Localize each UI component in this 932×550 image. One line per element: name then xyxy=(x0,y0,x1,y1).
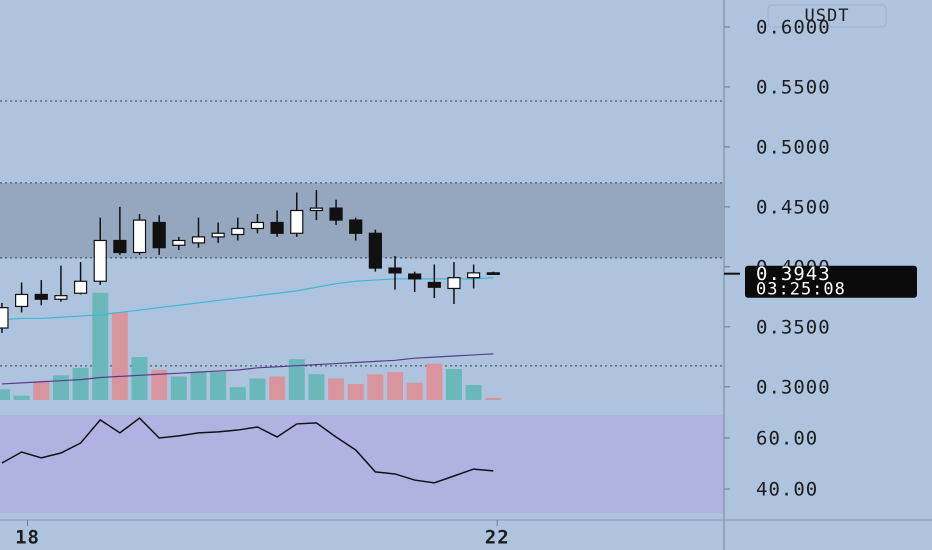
volume-bar xyxy=(426,363,443,400)
currency-label: USDT xyxy=(805,6,850,26)
volume-bar xyxy=(288,359,305,400)
countdown-label: 03:25:08 xyxy=(756,280,846,300)
volume-bar xyxy=(465,384,482,400)
volume-bar xyxy=(72,367,89,400)
price-pane xyxy=(0,190,502,400)
candle-body xyxy=(250,221,265,230)
candle-body xyxy=(0,307,9,329)
y-tick-label: 0.6000 xyxy=(756,16,831,38)
volume-bar xyxy=(249,378,266,400)
candle-body xyxy=(467,272,481,279)
candle-body xyxy=(73,280,88,294)
volume-bar xyxy=(52,375,69,400)
candle-body xyxy=(172,239,186,246)
volume-bar xyxy=(387,372,404,400)
candle-body xyxy=(427,281,441,288)
y-tick-label: 0.4500 xyxy=(756,196,831,218)
candle-body xyxy=(408,273,422,280)
candle-body xyxy=(231,227,245,236)
rsi-line xyxy=(1,417,494,484)
volume-bar xyxy=(308,374,325,400)
candle-body xyxy=(191,236,206,244)
volume-bar xyxy=(13,395,30,400)
last-price-tag xyxy=(745,265,917,298)
rsi-tick-label: 40.00 xyxy=(756,479,818,501)
x-tick-label: 22 xyxy=(485,527,510,549)
candle-body xyxy=(290,209,304,234)
candle-body xyxy=(349,219,363,234)
rsi-pane xyxy=(0,415,724,513)
candle-body xyxy=(34,293,48,300)
volume-bar xyxy=(347,383,364,400)
volume-bar xyxy=(406,382,423,400)
y-tick-label: 0.3500 xyxy=(756,316,831,338)
candle-body xyxy=(15,293,29,308)
volume-bar xyxy=(111,312,128,400)
candle-body xyxy=(54,295,68,300)
volume-bar xyxy=(131,357,148,400)
y-tick-label: 0.3000 xyxy=(756,376,831,398)
volume-bar xyxy=(0,389,10,400)
volume-bar xyxy=(190,372,207,400)
volume-bar xyxy=(269,376,286,400)
volume-bar xyxy=(229,387,246,400)
volume-bar xyxy=(328,378,345,400)
rsi-tick-label: 60.00 xyxy=(756,427,818,449)
volume-bar xyxy=(445,368,462,400)
y-tick-label: 0.5000 xyxy=(756,136,831,158)
candle-body xyxy=(93,239,107,282)
volume-bar xyxy=(92,292,109,400)
candle-body xyxy=(447,277,461,290)
candle-body xyxy=(368,232,382,269)
volume-bar xyxy=(151,369,168,400)
y-tick-label: 0.5500 xyxy=(756,76,831,98)
candle-body xyxy=(486,272,500,275)
volume-bar xyxy=(210,372,227,400)
volume-ma xyxy=(1,353,494,385)
candle-body xyxy=(329,207,343,221)
volume-bar xyxy=(170,376,187,400)
x-tick-label: 18 xyxy=(15,527,40,549)
volume-bar xyxy=(485,397,502,400)
candle-body xyxy=(211,232,225,238)
candle-body xyxy=(152,221,166,249)
candle-body xyxy=(132,219,147,254)
candle-body xyxy=(113,239,127,254)
last-price-label: 0.3943 xyxy=(756,263,831,285)
candle-body xyxy=(270,221,284,234)
candle-body xyxy=(309,207,324,212)
volume-bar xyxy=(367,374,384,400)
volume-bar xyxy=(33,381,50,400)
currency-box xyxy=(767,4,887,28)
candle-body xyxy=(388,267,402,274)
